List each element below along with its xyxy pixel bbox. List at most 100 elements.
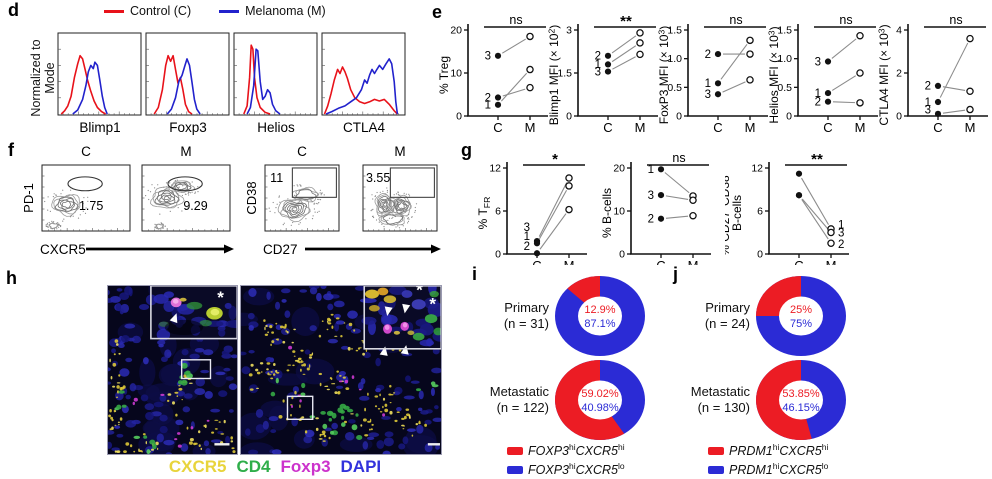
control-point: [714, 91, 722, 98]
melanoma-point: [526, 65, 534, 74]
flow-histogram-Helios: Helios: [233, 32, 318, 135]
histogram-row: Blimp1 Foxp3 Helios CTLA4: [57, 32, 407, 138]
melanoma-curve: [72, 61, 108, 115]
x-category-label: M: [564, 258, 575, 265]
if-channel-caption: CXCR5 CD4 Foxp3 DAPI: [107, 457, 443, 477]
legend-swatch: [708, 465, 724, 474]
contour-level: [289, 205, 300, 214]
y-tick-label: 0: [896, 111, 902, 123]
y-tick-label: 20: [450, 25, 462, 37]
control-curve: [60, 54, 107, 115]
significance-label: ns: [672, 151, 685, 165]
paired-plot: Helios MFI (× 103) 0 0.5 1.0 1.5 C Mns 3 12: [768, 13, 878, 135]
asterisk-marker: *: [217, 288, 224, 307]
y-tick-label: 20: [613, 163, 625, 175]
melanoma-point: [856, 69, 864, 77]
pair-line: [942, 109, 966, 114]
x-category-label: M: [826, 258, 837, 265]
pair-line: [831, 75, 857, 91]
pair-line: [665, 195, 689, 200]
panel-i-label: i: [472, 264, 478, 284]
control-point: [494, 101, 502, 108]
contour-level: [57, 198, 75, 212]
control-point: [533, 240, 541, 247]
control-point: [934, 98, 942, 106]
y-tick-label: 6: [757, 206, 763, 218]
control-point: [657, 215, 665, 222]
y-tick-label: 0: [456, 111, 462, 123]
melanoma-curve: [325, 58, 399, 115]
contour-level: [49, 222, 58, 229]
pair-line: [832, 101, 856, 104]
contour-level: [291, 206, 298, 212]
histogram-x-label: Blimp1: [79, 120, 120, 135]
control-point: [824, 89, 832, 97]
subject-number-label: 2: [524, 241, 530, 253]
control-curve: [243, 44, 271, 115]
arrowhead-marker: [384, 306, 393, 316]
control-point: [604, 68, 612, 75]
channel-label-Foxp3: Foxp3: [280, 457, 331, 476]
paired-plot: % B-cells 0 10 20 C Mns 1 3 2: [601, 151, 711, 265]
legend-label: Control (C): [130, 4, 192, 18]
melanoma-point: [565, 205, 573, 214]
contour-y-axis-label: CD38: [245, 181, 259, 214]
if-image-primary: *: [107, 285, 238, 455]
x-category-label: M: [745, 120, 756, 135]
donut-row-primary: Primary (n = 24) 25% 75%: [666, 274, 849, 358]
arrowhead-marker: [169, 313, 178, 324]
melanoma-point: [827, 228, 835, 237]
blue-percentage: 46.15%: [782, 402, 820, 414]
gate-rect: [389, 167, 435, 198]
melanoma-point: [856, 31, 864, 40]
y-tick-label: 3: [566, 25, 572, 37]
axis-arrowhead: [224, 244, 234, 254]
pair-line: [539, 213, 567, 250]
channel-label-DAPI: DAPI: [340, 457, 382, 476]
paired-plot: FoxP3 MFI (× 103) 0 0.5 1.0 1.5 C Mns 2 13: [658, 13, 768, 135]
y-tick-label: 2: [896, 68, 902, 80]
channel-label-CXCR5: CXCR5: [168, 457, 227, 476]
subject-number-label: 3: [648, 190, 654, 202]
control-point: [934, 110, 942, 117]
contour-level: [295, 189, 317, 200]
melanoma-point: [746, 36, 754, 45]
subject-number-label: 1: [595, 59, 601, 71]
zoom-inset: **: [360, 285, 442, 356]
control-point: [604, 61, 612, 68]
contour-level: [173, 182, 189, 191]
contour-level: [395, 199, 409, 212]
pair-line: [612, 56, 636, 70]
control-point: [604, 52, 612, 59]
blue-percentage: 75%: [790, 318, 812, 330]
control-point: [795, 170, 803, 177]
melanoma-point: [689, 196, 697, 205]
x-category-label: M: [688, 258, 699, 265]
subject-number-label: 3: [485, 51, 491, 63]
panel-d-flow-histograms: d Control (C) Melanoma (M) Normalized to M…: [0, 0, 430, 138]
contour-x-axis-label: CXCR5: [40, 242, 86, 257]
legend-swatch: [708, 447, 724, 456]
donut-legend-item: FOXP3hiCXCR5hi: [507, 442, 625, 461]
subject-number-label: 1: [925, 97, 931, 109]
melanoma-point: [565, 174, 573, 182]
control-point: [824, 98, 832, 105]
y-axis-label: FoxP3 MFI (× 103): [658, 26, 671, 125]
contour-level: [284, 203, 305, 217]
paired-plot: CTLA4 MFI (× 103) 0 2 4 C Mns 2 13: [878, 13, 988, 135]
paired-plot: % Treg 0 10 20 C Mns 3 21: [438, 13, 548, 135]
melanoma-point: [966, 34, 974, 43]
contour-level: [397, 202, 405, 210]
y-tick-label: 0: [757, 249, 763, 261]
melanoma-point: [827, 239, 835, 248]
flow-histogram-Foxp3: Foxp3: [145, 32, 230, 135]
donut-row-metastatic: Metastatic (n = 122) 59.02% 40.98%: [465, 358, 648, 442]
contour-level: [155, 224, 164, 230]
subject-number-label: 1: [815, 88, 821, 100]
histogram-x-label: Foxp3: [169, 120, 207, 135]
y-tick-label: 10: [613, 206, 625, 218]
pair-line: [801, 177, 829, 225]
y-axis-label: CTLA4 MFI (× 103): [878, 24, 891, 125]
